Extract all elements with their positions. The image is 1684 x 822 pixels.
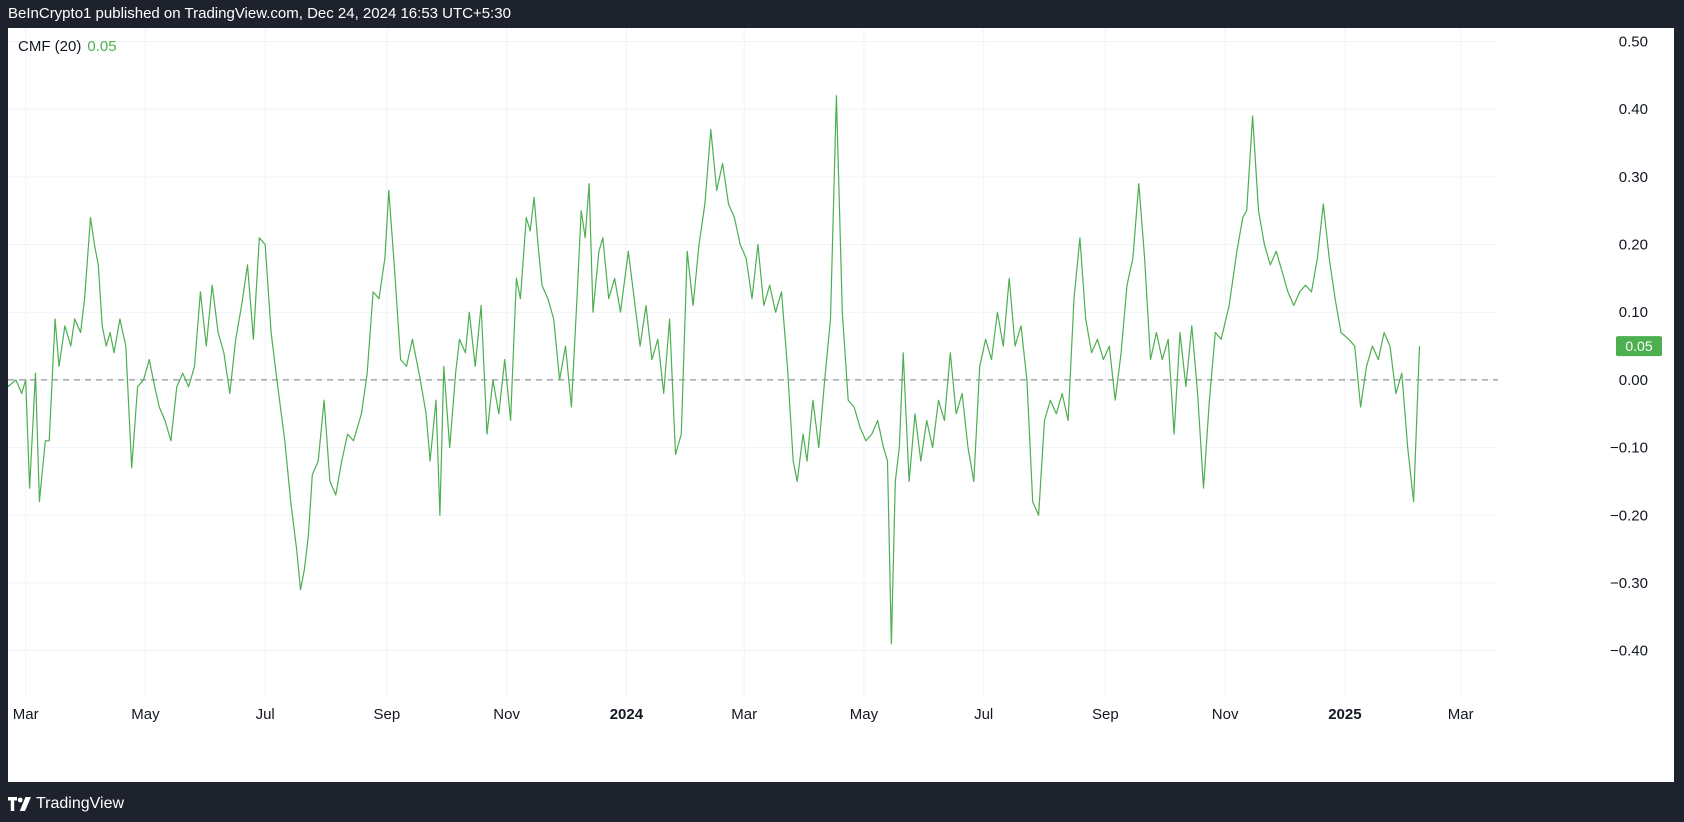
indicator-legend[interactable]: CMF (20) 0.05: [18, 38, 117, 55]
y-tick-label: −0.20: [1610, 507, 1648, 524]
footer: TradingView: [8, 792, 124, 816]
x-tick-label: Nov: [493, 706, 520, 723]
y-tick-label: 0.40: [1619, 101, 1648, 118]
cmf-series-line: [8, 95, 1421, 645]
y-tick-label: 0.00: [1619, 372, 1648, 389]
current-value-badge-bg: [1616, 336, 1662, 357]
current-value-badge-text: 0.05: [1625, 338, 1652, 354]
footer-brand: TradingView: [36, 795, 125, 812]
x-tick-label: Nov: [1212, 706, 1239, 723]
cmf-chart[interactable]: 0.50 0.40 0.30 0.20 0.10 0.00 −0.10 −0.20 −0.30 −…: [8, 28, 1674, 782]
indicator-label: CMF (20): [18, 38, 82, 55]
x-axis-ticks: Mar May Jul Sep Nov 2024 Mar May Jul Sep Nov 2025 Ma…: [13, 706, 1474, 723]
x-tick-label: Sep: [374, 706, 401, 723]
y-tick-label: −0.10: [1610, 440, 1648, 457]
x-tick-label: Jul: [974, 706, 993, 723]
current-value-badge: 0.05: [1616, 336, 1662, 357]
y-tick-label: 0.20: [1619, 237, 1648, 254]
x-tick-label: Jul: [256, 706, 275, 723]
x-tick-label: Mar: [1448, 706, 1474, 723]
y-tick-label: −0.30: [1610, 575, 1648, 592]
y-axis-ticks: 0.50 0.40 0.30 0.20 0.10 0.00 −0.10 −0.20 −0.30 −…: [1610, 34, 1648, 660]
y-tick-label: −0.40: [1610, 643, 1648, 660]
tradingview-logo-icon: [8, 797, 31, 811]
y-tick-label: 0.10: [1619, 304, 1648, 321]
chart-panel[interactable]: 0.50 0.40 0.30 0.20 0.10 0.00 −0.10 −0.20 −0.30 −…: [8, 28, 1674, 782]
x-tick-label: Mar: [13, 706, 39, 723]
x-tick-label: Mar: [731, 706, 757, 723]
x-tick-label: May: [131, 706, 160, 723]
indicator-value: 0.05: [87, 38, 117, 55]
published-text: BeInCrypto1 published on TradingView.com…: [8, 5, 511, 22]
x-tick-label: Sep: [1092, 706, 1119, 723]
y-tick-label: 0.30: [1619, 169, 1648, 186]
publisher-header: BeInCrypto1 published on TradingView.com…: [0, 0, 1684, 28]
x-tick-label: 2024: [610, 706, 644, 723]
x-tick-label: May: [850, 706, 879, 723]
y-tick-label: 0.50: [1619, 34, 1648, 51]
grid-lines: [8, 28, 1498, 698]
x-tick-label: 2025: [1328, 706, 1361, 723]
